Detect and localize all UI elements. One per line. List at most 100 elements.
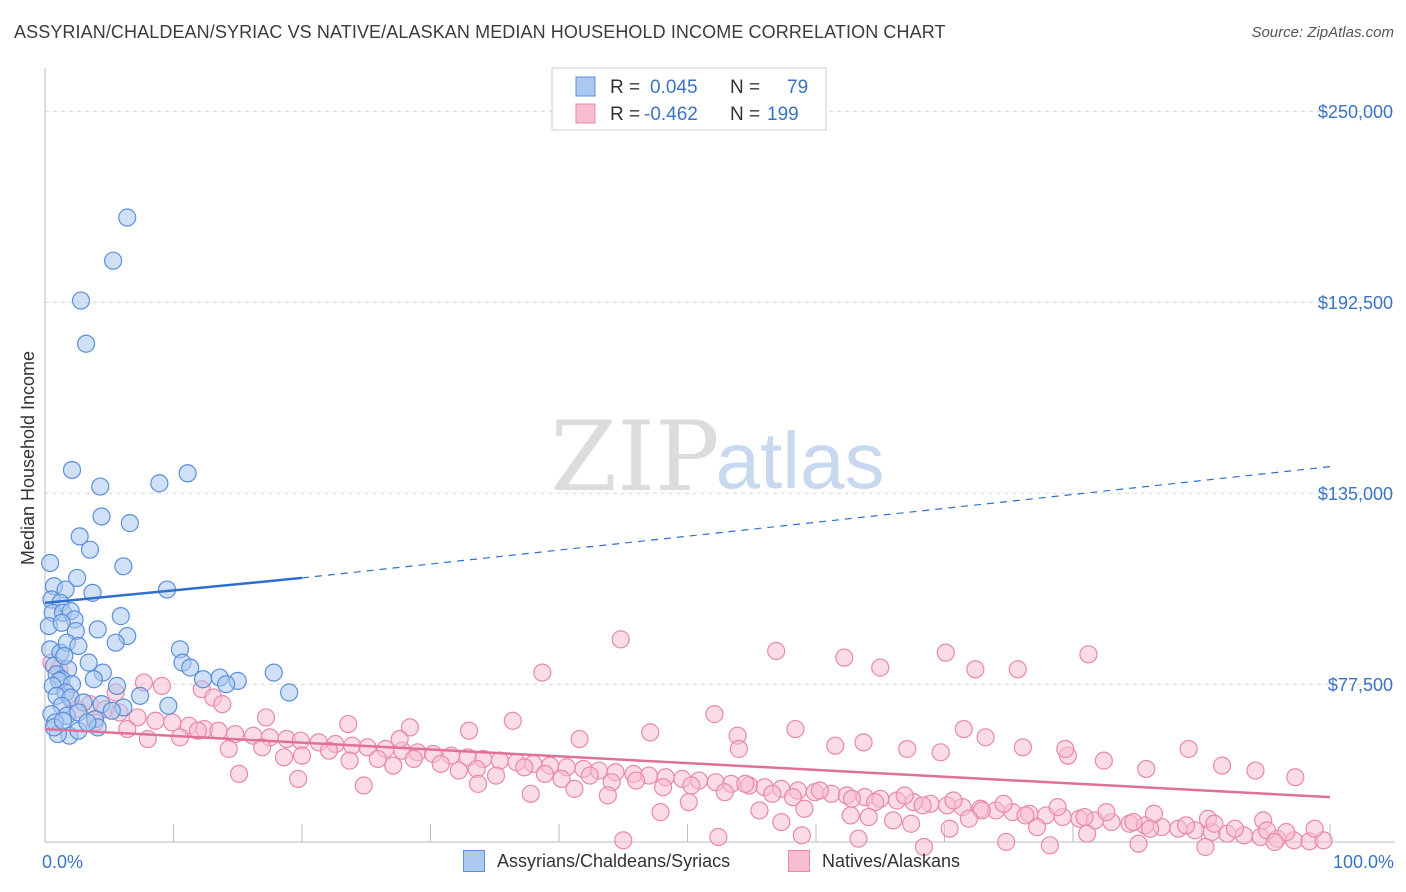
native-point-202 [729,739,749,759]
native-point-6 [871,658,890,677]
native-point-107 [384,756,403,775]
native-point-195 [521,784,540,803]
native-point-185 [914,837,934,857]
native-point-184 [849,829,868,848]
chart-title: ASSYRIAN/CHALDEAN/SYRIAC VS NATIVE/ALASK… [14,22,946,42]
native-point-164 [1179,739,1198,759]
legend-label-natives: Natives/Alaskans [822,850,961,871]
legend-r-label-2: R = [610,104,640,125]
legend-item-natives: Natives/Alaskans [788,850,960,872]
trend-line-natives [44,727,1331,799]
native-point-135 [1075,807,1094,827]
assyrian-point-76 [217,675,236,694]
native-point-144 [1305,819,1324,838]
native-point-175 [959,809,979,828]
assyrian-point-4 [62,460,82,480]
native-point-147 [400,718,420,737]
native-point-129 [913,796,932,815]
native-point-119 [653,778,673,797]
native-point-174 [901,814,921,833]
native-point-110 [449,761,468,780]
native-point-169 [651,803,670,822]
legend-n-label-2: N = [730,104,760,125]
native-point-194 [940,819,959,838]
assyrian-point-0 [118,208,137,227]
native-point-190 [1265,832,1284,852]
assyrian-point-77 [280,683,299,702]
native-point-171 [750,801,769,820]
native-point-139 [1176,816,1196,835]
native-point-123 [763,784,782,803]
assyrian-point-11 [80,540,100,559]
native-point-99 [188,721,208,740]
native-point-1 [767,641,786,661]
native-point-138 [1144,804,1164,823]
assyrian-point-13 [41,553,60,573]
native-point-151 [641,723,660,742]
native-point-118 [626,771,646,790]
y-tick-label-0: $77,500 [1328,675,1393,695]
native-point-189 [1196,837,1215,857]
assyrian-point-31 [106,633,125,652]
assyrian-point-6 [150,474,169,493]
assyrian-point-40 [55,646,74,666]
native-point-124 [783,788,802,807]
native-point-163 [1137,759,1156,779]
trend-line-assyrians-dashed [301,466,1331,579]
native-point-159 [976,728,995,747]
assyrian-point-78 [159,696,178,715]
native-point-116 [580,766,599,785]
native-point-8 [533,663,552,682]
assyrian-point-1 [104,251,123,270]
native-point-160 [1013,738,1032,757]
legend-n-label-1: N = [730,77,760,98]
x-tick-max: 100.0% [1332,852,1394,872]
native-point-179 [1205,814,1224,833]
native-point-132 [994,794,1013,813]
native-point-5 [1008,660,1027,679]
native-point-102 [274,748,294,767]
native-point-152 [705,705,724,724]
native-point-12 [152,676,172,695]
legend-r-value-1: 0.045 [650,77,698,98]
assyrian-point-41 [79,653,98,672]
assyrian-point-68 [264,663,283,682]
native-point-136 [1097,803,1116,822]
native-point-149 [503,711,522,730]
assyrian-point-5 [178,464,197,483]
native-point-0 [611,630,630,649]
native-point-115 [552,769,571,788]
native-point-198 [354,776,373,795]
native-point-200 [229,764,249,784]
native-point-112 [486,766,506,785]
native-point-181 [614,831,633,850]
native-point-170 [679,793,698,812]
bottom-legend: Assyrians/Chaldeans/Syriacs Natives/Alas… [0,850,1406,880]
native-point-196 [565,779,584,798]
series-assyrians-chaldeans-syriacs [39,208,299,745]
watermark-atlas: atlas [716,416,885,505]
native-point-120 [682,776,701,795]
native-point-157 [898,739,917,759]
native-point-7 [966,660,985,679]
assyrian-point-48 [107,676,127,695]
native-point-197 [468,774,488,793]
watermark: ZIP atlas [550,401,884,513]
legend-item-assyrians: Assyrians/Chaldeans/Syriacs [463,850,730,872]
native-point-167 [1286,768,1305,787]
native-point-21 [128,708,147,727]
native-point-166 [1246,761,1265,780]
native-point-176 [1027,817,1047,837]
legend-swatch-assyrians [463,850,485,872]
native-point-154 [786,719,805,739]
native-point-186 [997,832,1016,852]
native-point-15 [213,695,232,714]
native-point-192 [841,806,860,825]
native-point-101 [253,738,272,757]
assyrian-point-10 [120,514,139,533]
native-point-23 [163,713,182,732]
native-point-3 [936,643,955,662]
native-point-26 [209,721,228,740]
native-point-137 [1124,812,1143,832]
legend-n-value-1: 79 [787,77,808,98]
